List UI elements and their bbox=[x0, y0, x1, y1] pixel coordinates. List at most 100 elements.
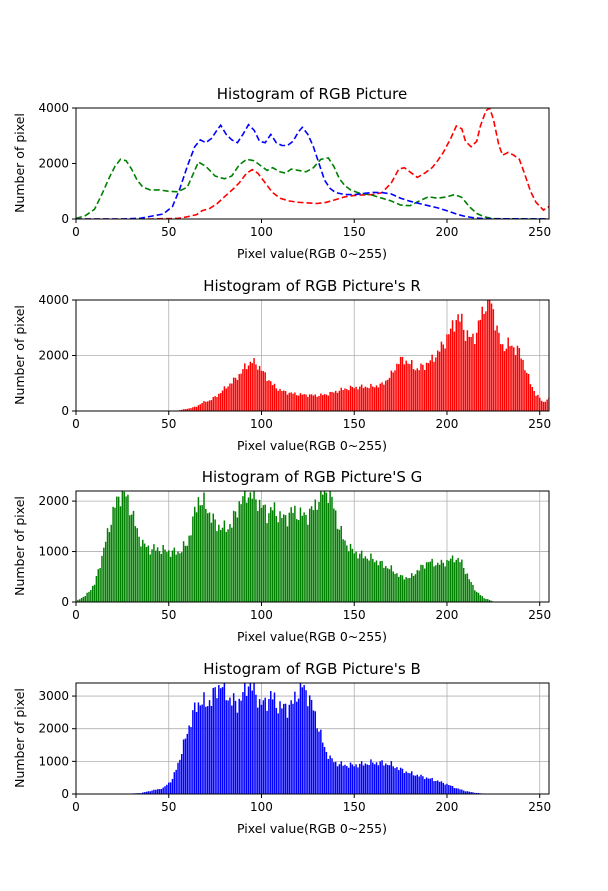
histogram-bar bbox=[474, 792, 476, 794]
histogram-bar bbox=[401, 575, 404, 602]
histogram-bar bbox=[206, 706, 209, 794]
histogram-bar bbox=[459, 562, 461, 602]
histogram-bar bbox=[359, 763, 361, 794]
histogram-bar bbox=[370, 383, 372, 411]
histogram-bar bbox=[247, 686, 250, 794]
histogram-bar bbox=[475, 332, 478, 411]
histogram-bar bbox=[349, 543, 352, 602]
histogram-bar bbox=[95, 576, 98, 602]
histogram-bar bbox=[229, 383, 231, 411]
histogram-bar bbox=[327, 502, 330, 602]
histogram-bar bbox=[179, 759, 181, 794]
histogram-bar bbox=[446, 334, 448, 411]
histogram-bar bbox=[258, 499, 261, 602]
histogram-bar bbox=[279, 511, 281, 602]
histogram-bar bbox=[158, 789, 161, 794]
histogram-bar bbox=[257, 510, 259, 602]
histogram-bar bbox=[368, 560, 370, 602]
histogram-bar bbox=[455, 559, 457, 602]
histogram-bar bbox=[106, 528, 109, 602]
histogram-bar bbox=[373, 764, 376, 794]
x-axis-label: Pixel value(RGB 0~255) bbox=[237, 821, 387, 836]
histogram-bar bbox=[310, 699, 313, 794]
histogram-bar bbox=[264, 372, 266, 411]
histogram-bar bbox=[438, 564, 441, 602]
histogram-bar bbox=[275, 388, 278, 411]
histogram-bar bbox=[234, 377, 237, 411]
y-tick-label: 2000 bbox=[38, 494, 69, 508]
histogram-bar bbox=[186, 545, 189, 602]
histogram-bar bbox=[481, 596, 483, 602]
histogram-bar bbox=[399, 767, 402, 794]
histogram-bar bbox=[231, 705, 233, 794]
histogram-bar bbox=[375, 385, 378, 411]
histogram-bar bbox=[394, 573, 396, 602]
histogram-bar bbox=[490, 600, 493, 602]
histogram-bar bbox=[429, 778, 432, 794]
histogram-bar bbox=[214, 519, 216, 602]
histogram-bar bbox=[238, 698, 240, 794]
histogram-bar bbox=[277, 522, 279, 602]
histogram-bar bbox=[375, 560, 378, 602]
histogram-bar bbox=[411, 573, 413, 602]
histogram-bar bbox=[409, 364, 411, 411]
histogram-bar bbox=[218, 685, 220, 794]
histogram-bar bbox=[266, 523, 268, 602]
histogram-bar bbox=[334, 510, 337, 602]
histogram-bar bbox=[329, 491, 331, 602]
histogram-bar bbox=[334, 761, 337, 794]
histogram-bar bbox=[238, 374, 240, 411]
histogram-bar bbox=[277, 713, 279, 794]
histogram-bar bbox=[546, 399, 548, 411]
histogram-bar bbox=[130, 514, 133, 602]
histogram-bar bbox=[229, 524, 231, 602]
histogram-bar bbox=[270, 690, 272, 794]
histogram-bar bbox=[360, 384, 363, 411]
histogram-bar bbox=[193, 506, 196, 602]
histogram-bar bbox=[407, 363, 409, 411]
histogram-bar bbox=[325, 394, 328, 411]
histogram-bar bbox=[166, 552, 168, 602]
histogram-bar bbox=[392, 766, 394, 794]
histogram-bar bbox=[327, 395, 330, 411]
histogram-bar bbox=[425, 362, 428, 411]
histogram-bar bbox=[117, 496, 120, 602]
histogram-bar bbox=[244, 363, 246, 411]
histogram-bar bbox=[236, 380, 239, 411]
histogram-bar bbox=[77, 599, 79, 602]
histogram-bar bbox=[295, 701, 298, 794]
histogram-bar bbox=[143, 792, 146, 794]
histogram-bar bbox=[444, 566, 446, 602]
histogram-bar bbox=[336, 528, 339, 602]
histogram-bar bbox=[173, 547, 176, 602]
histogram-bar bbox=[398, 576, 400, 602]
histogram-bar bbox=[225, 531, 227, 602]
histogram-bar bbox=[364, 763, 367, 794]
histogram-bar bbox=[455, 320, 457, 411]
histogram-bar bbox=[307, 706, 309, 794]
histogram-bar bbox=[483, 598, 485, 602]
histogram-bar bbox=[468, 579, 470, 602]
histogram-bar bbox=[99, 568, 101, 602]
histogram-bar bbox=[542, 401, 545, 411]
histogram-bar bbox=[268, 698, 270, 794]
histogram-bar bbox=[219, 529, 222, 602]
histogram-bar bbox=[451, 555, 454, 602]
histogram-bar bbox=[338, 390, 341, 411]
plot-area bbox=[169, 300, 549, 411]
histogram-bar bbox=[401, 768, 404, 794]
series-line bbox=[76, 123, 549, 219]
plot-area bbox=[76, 108, 549, 219]
histogram-bar bbox=[414, 775, 417, 794]
histogram-bar bbox=[240, 504, 242, 602]
histogram-bar bbox=[283, 703, 285, 794]
histogram-bar bbox=[498, 332, 500, 411]
series-line bbox=[76, 157, 549, 219]
histogram-bar bbox=[292, 703, 294, 794]
histogram-bar bbox=[288, 512, 291, 602]
histogram-bar bbox=[284, 703, 287, 794]
x-tick-label: 250 bbox=[528, 800, 551, 814]
histogram-bar bbox=[142, 792, 144, 794]
histogram-bar bbox=[433, 781, 435, 794]
histogram-bar bbox=[438, 781, 441, 794]
